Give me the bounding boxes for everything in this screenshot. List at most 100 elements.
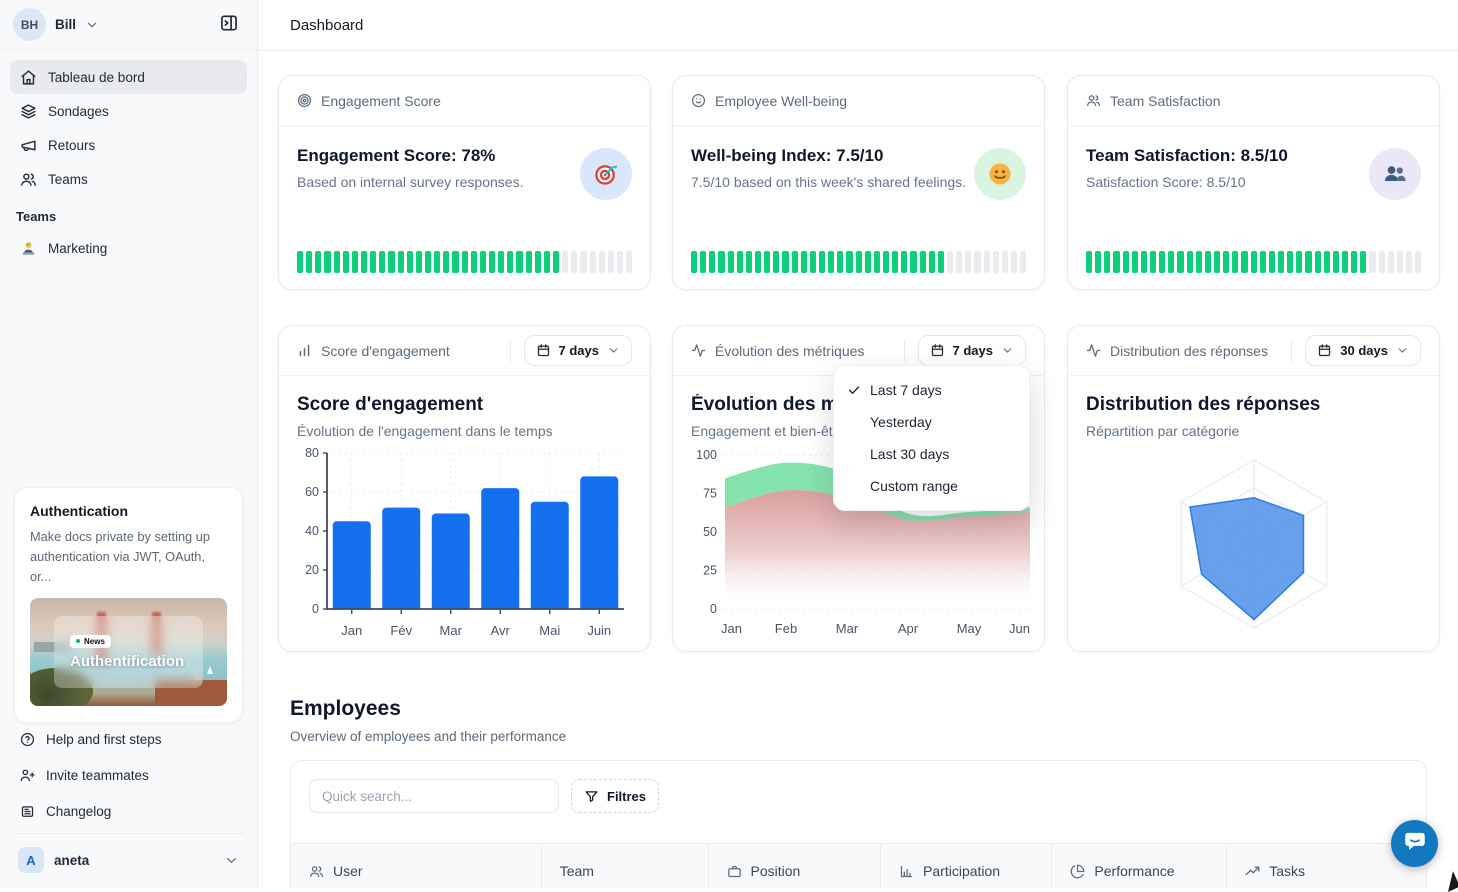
card-header: Score d'engagement 7 days	[279, 326, 650, 376]
users-icon	[20, 171, 37, 188]
svg-text:100: 100	[696, 448, 717, 462]
sidebar-item-dashboard[interactable]: Tableau de bord	[10, 60, 247, 94]
column-header-user[interactable]: User	[291, 844, 541, 888]
card-header: Employee Well-being	[673, 76, 1044, 126]
column-label: Participation	[923, 863, 1001, 879]
sidebar-item-label: Tableau de bord	[48, 69, 145, 85]
column-label: Tasks	[1269, 863, 1305, 879]
teams-list: Marketing	[0, 229, 257, 265]
calendar-icon	[930, 343, 945, 358]
quick-search-input[interactable]	[309, 779, 559, 813]
svg-text:50: 50	[703, 525, 717, 539]
dropdown-item-yesterday[interactable]: Yesterday	[870, 414, 932, 430]
users-icon	[309, 864, 324, 879]
date-range-dropdown: Last 7 days Yesterday Last 30 days Custo…	[833, 365, 1030, 511]
calendar-icon	[1317, 343, 1332, 358]
metrics-area-chart: 0 25 50 75 100 Jan Feb Mar Apr May Jun	[696, 448, 1030, 636]
dropdown-item-custom-range[interactable]: Custom range	[870, 478, 958, 494]
user-plus-icon	[20, 768, 35, 783]
chevron-down-icon	[1396, 344, 1409, 357]
progress-strip	[297, 251, 633, 273]
stat-subtitle: Satisfaction Score: 8.5/10	[1086, 174, 1246, 190]
dropdown-item-last-7-days[interactable]: Last 7 days	[834, 374, 1029, 406]
card-header-label: Évolution des métriques	[715, 342, 865, 359]
pie-chart-icon	[1070, 864, 1085, 879]
column-header-participation[interactable]: Participation	[880, 844, 1051, 888]
card-body: Évolution des métriques Engagement et bi…	[673, 376, 1044, 643]
column-header-tasks[interactable]: Tasks	[1226, 844, 1426, 888]
newspaper-icon	[20, 804, 35, 819]
svg-text:Mar: Mar	[836, 621, 859, 636]
dropdown-item-last-30-days[interactable]: Last 30 days	[870, 446, 950, 462]
column-header-team[interactable]: Team	[540, 844, 708, 888]
card-header: Team Satisfaction	[1068, 76, 1439, 126]
trending-up-icon	[1245, 864, 1260, 879]
sidebar: BH Bill Tableau de bord Sondages	[0, 0, 258, 888]
promo-description: Make docs private by setting up authenti…	[30, 529, 210, 584]
stat-title: Well-being Index: 7.5/10	[691, 146, 884, 165]
chart-subtitle: Évolution de l'engagement dans le temps	[297, 423, 553, 439]
column-header-position[interactable]: Position	[707, 844, 881, 888]
promo-image-golden-gate: News Authentification	[30, 598, 227, 707]
svg-text:80: 80	[305, 446, 319, 460]
sidebar-collapse-button[interactable]	[214, 10, 244, 40]
workspace-switcher[interactable]: BH Bill	[0, 0, 257, 50]
progress-strip	[691, 251, 1027, 273]
promo-image-caption: Authentification	[70, 652, 185, 670]
filters-button-label: Filtres	[607, 788, 647, 804]
card-header: Engagement Score	[279, 76, 650, 126]
sidebar-item-surveys[interactable]: Sondages	[10, 94, 247, 128]
chevron-down-icon	[607, 344, 620, 357]
progress-strip	[1086, 251, 1422, 273]
date-range-label: 7 days	[558, 343, 599, 358]
invite-teammates-link[interactable]: Invite teammates	[10, 757, 247, 793]
bar-chart-icon	[297, 343, 312, 358]
help-circle-icon	[20, 732, 35, 747]
account-name: aneta	[54, 852, 90, 868]
response-radar-chart	[1180, 459, 1327, 629]
panel-toggle-icon	[219, 13, 239, 36]
date-range-button[interactable]: 7 days	[523, 335, 632, 366]
employees-table-card: Filtres User Team Position	[290, 760, 1427, 888]
svg-text:Juin: Juin	[587, 623, 611, 638]
sidebar-item-label: Teams	[48, 171, 88, 187]
sailboat-shape	[207, 666, 213, 675]
changelog-link[interactable]: Changelog	[10, 793, 247, 829]
chevron-down-icon	[1001, 344, 1014, 357]
svg-text:75: 75	[703, 487, 717, 501]
account-menu[interactable]: A aneta	[10, 838, 247, 882]
divider	[1291, 339, 1293, 362]
svg-text:25: 25	[703, 564, 717, 578]
news-badge: News	[70, 634, 111, 648]
help-link[interactable]: Help and first steps	[10, 721, 247, 757]
footer-item-label: Changelog	[46, 803, 112, 819]
layers-icon	[20, 103, 37, 120]
column-header-performance[interactable]: Performance	[1051, 844, 1226, 888]
date-range-button[interactable]: 7 days	[917, 335, 1026, 366]
svg-text:Jan: Jan	[721, 621, 742, 636]
promo-overlay: News Authentification	[54, 616, 203, 689]
svg-text:0: 0	[312, 602, 319, 616]
card-body: Score d'engagement Évolution de l'engage…	[279, 376, 650, 643]
card-body: Engagement Score: 78% Based on internal …	[279, 126, 650, 208]
wellbeing-card: Employee Well-being Well-being Index: 7.…	[672, 75, 1045, 290]
column-label: Position	[750, 863, 801, 879]
target-emoji-icon	[580, 148, 632, 200]
sidebar-item-teams[interactable]: Teams	[10, 162, 247, 196]
briefcase-icon	[727, 864, 742, 879]
card-header-label: Distribution des réponses	[1110, 342, 1268, 359]
sidebar-item-team-marketing[interactable]: Marketing	[10, 231, 247, 265]
promo-card-authentication[interactable]: Authentication Make docs private by sett…	[14, 487, 243, 724]
chat-launcher-button[interactable]	[1391, 820, 1438, 867]
filters-button[interactable]: Filtres	[571, 779, 660, 813]
two-people-emoji-icon	[1369, 148, 1421, 200]
svg-text:Jun: Jun	[1009, 621, 1030, 636]
footer-item-label: Invite teammates	[46, 767, 149, 783]
sidebar-item-feedback[interactable]: Retours	[10, 128, 247, 162]
engagement-score-card: Engagement Score Engagement Score: 78% B…	[278, 75, 651, 290]
teams-section-label: Teams	[16, 209, 57, 224]
date-range-button[interactable]: 30 days	[1305, 335, 1421, 366]
divider	[509, 339, 511, 362]
svg-text:Fév: Fév	[390, 623, 412, 638]
chat-bubble-icon	[1402, 828, 1428, 859]
